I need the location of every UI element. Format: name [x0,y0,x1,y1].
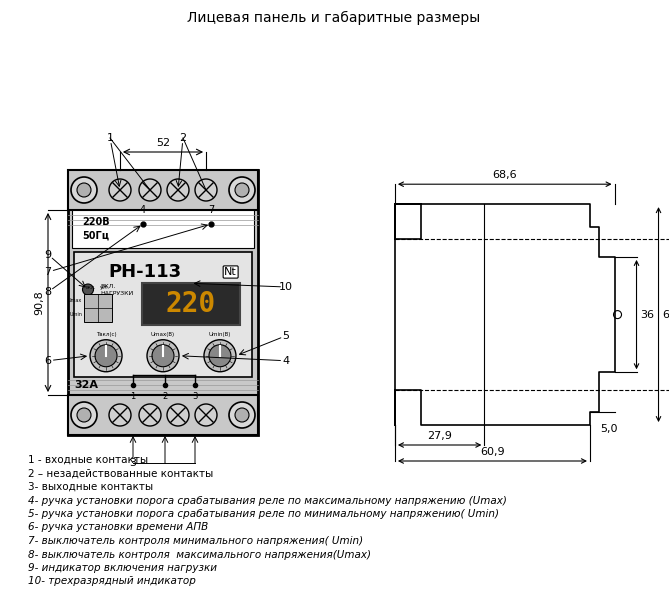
Text: 7: 7 [44,267,52,277]
Text: Лицевая панель и габаритные размеры: Лицевая панель и габаритные размеры [187,11,480,25]
Text: 1 - входные контакты: 1 - входные контакты [28,455,148,465]
Text: 7: 7 [208,205,214,215]
Circle shape [204,339,236,372]
Text: 4: 4 [140,205,146,215]
Text: 50Гц: 50Гц [82,231,109,241]
Text: Твкл(с): Твкл(с) [96,332,116,336]
Text: Umax(В): Umax(В) [151,332,175,336]
Bar [84,294,112,322]
Text: Umin(В): Umin(В) [209,332,231,336]
Circle shape [613,311,622,318]
Circle shape [195,179,217,201]
Text: Nt: Nt [224,267,237,277]
Bar [72,210,254,248]
Text: уст.: уст. [100,285,110,290]
Circle shape [195,404,217,426]
Bar [74,252,252,377]
Circle shape [139,404,161,426]
Text: 7- выключатель контроля минимального напряжения( Umin): 7- выключатель контроля минимального нап… [28,536,363,546]
Bar [68,170,258,435]
Circle shape [71,177,97,203]
Text: 8: 8 [44,287,52,297]
Bar [68,170,258,210]
Bar [142,283,240,324]
Text: 4: 4 [282,356,290,366]
Text: 6- ручка установки времени АПВ: 6- ручка установки времени АПВ [28,523,208,532]
Circle shape [235,183,249,197]
Circle shape [167,179,189,201]
Text: 60,9: 60,9 [480,447,504,457]
Circle shape [109,404,131,426]
Text: 90,8: 90,8 [34,290,44,315]
Text: 3- выходные контакты: 3- выходные контакты [28,482,153,492]
Text: 68,6: 68,6 [492,170,517,180]
Text: 2: 2 [179,133,187,143]
Text: 5- ручка установки порога срабатывания реле по минимальному напряжению( Umin): 5- ручка установки порога срабатывания р… [28,509,499,519]
Circle shape [229,177,255,203]
Text: 8- выключатель контроля  максимального напряжения(Umax): 8- выключатель контроля максимального на… [28,549,371,560]
Text: 10- трехразрядный индикатор: 10- трехразрядный индикатор [28,576,196,587]
Text: 220: 220 [165,290,215,318]
Circle shape [90,339,122,372]
Text: РН-113: РН-113 [108,263,182,281]
Text: Umin: Umin [69,312,82,318]
Circle shape [77,183,91,197]
Text: 1: 1 [106,133,114,143]
Text: 2: 2 [163,392,168,401]
Text: Umax: Umax [68,298,82,303]
Circle shape [152,345,174,367]
Text: 52: 52 [156,138,170,148]
Circle shape [139,179,161,201]
Circle shape [229,402,255,428]
Circle shape [82,284,94,295]
Text: 27,9: 27,9 [427,431,452,441]
Text: 3: 3 [192,392,197,401]
Text: вкл.: вкл. [86,285,96,290]
Circle shape [147,339,179,372]
Text: 9: 9 [44,250,52,259]
Text: ВКЛ.: ВКЛ. [100,284,115,289]
Circle shape [77,408,91,422]
Circle shape [209,345,231,367]
Text: 10: 10 [279,282,293,292]
Text: 6: 6 [45,356,52,366]
Text: 3: 3 [130,458,136,468]
Text: 4- ручка установки порога срабатывания реле по максимальному напряжению (Umax): 4- ручка установки порога срабатывания р… [28,496,507,505]
Circle shape [235,408,249,422]
Text: НАГРУЗКИ: НАГРУЗКИ [100,291,133,296]
Text: 1: 1 [130,392,136,401]
Circle shape [71,402,97,428]
Text: 9- индикатор включения нагрузки: 9- индикатор включения нагрузки [28,563,217,573]
Text: 5,0: 5,0 [601,424,618,434]
Bar [68,395,258,435]
Text: 69: 69 [662,309,669,320]
Text: 5: 5 [282,331,290,341]
Text: 220В: 220В [82,217,110,227]
Text: 36: 36 [640,309,654,320]
Circle shape [95,345,117,367]
Circle shape [109,179,131,201]
Text: 2 – незадействованные контакты: 2 – незадействованные контакты [28,469,213,479]
Text: 32А: 32А [74,380,98,390]
Circle shape [167,404,189,426]
